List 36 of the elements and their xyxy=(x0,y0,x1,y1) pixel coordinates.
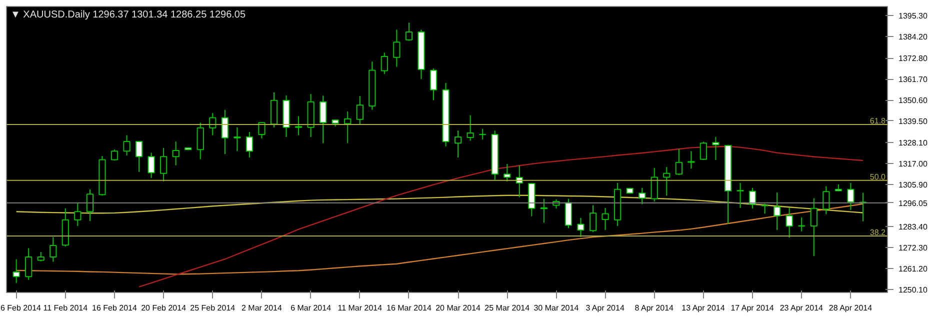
y-tick-label: 1395.30 xyxy=(898,12,928,21)
y-tick-label: 1384.20 xyxy=(898,32,928,42)
x-tick-label: 16 Feb 2014 xyxy=(92,304,138,312)
x-tick-label: 30 Mar 2014 xyxy=(534,304,580,312)
x-tick-label: 20 Mar 2014 xyxy=(436,304,482,312)
x-tick-label: 25 Feb 2014 xyxy=(190,304,236,312)
y-tick-label: 1250.10 xyxy=(898,285,928,294)
x-tick-label: 20 Feb 2014 xyxy=(141,304,187,312)
annotation: 61.8 xyxy=(870,116,886,126)
x-tick-label: 13 Apr 2014 xyxy=(682,304,726,312)
x-tick-label: 3 Apr 2014 xyxy=(586,304,625,312)
x-tick-label: 23 Apr 2014 xyxy=(780,304,824,312)
x-tick-label: 25 Mar 2014 xyxy=(484,304,530,312)
y-tick-label: 1283.40 xyxy=(898,222,928,232)
y-tick-label: 1261.20 xyxy=(898,264,928,274)
annotation: 38.2 xyxy=(870,228,886,237)
y-tick-label: 1339.50 xyxy=(898,116,928,126)
y-tick-label: 1350.60 xyxy=(898,96,928,106)
y-tick-label: 1272.30 xyxy=(898,244,928,253)
y-tick-label: 1296.05 xyxy=(898,198,928,208)
x-tick-label: 16 Mar 2014 xyxy=(386,304,432,312)
x-tick-label: 6 Mar 2014 xyxy=(290,304,332,312)
y-tick-label: 1305.90 xyxy=(898,180,928,190)
x-tick-label: 11 Mar 2014 xyxy=(338,304,383,312)
y-tick-label: 1361.70 xyxy=(898,75,928,84)
x-tick-label: 6 Feb 2014 xyxy=(0,304,42,312)
y-tick-label: 1328.10 xyxy=(898,138,928,148)
annotation: 50.0 xyxy=(870,172,886,182)
x-tick-label: 28 Apr 2014 xyxy=(828,304,873,312)
x-tick-label: 17 Apr 2014 xyxy=(730,304,774,312)
y-tick-label: 1317.00 xyxy=(898,159,928,168)
x-tick-label: 2 Mar 2014 xyxy=(241,304,283,312)
x-tick-label: 8 Apr 2014 xyxy=(634,304,674,312)
x-tick-label: 11 Feb 2014 xyxy=(43,304,88,312)
y-tick-label: 1372.80 xyxy=(898,54,928,64)
chart-title: ▼ XAUUSD.Daily 1296.37 1301.34 1286.25 1296.05 xyxy=(10,10,246,20)
